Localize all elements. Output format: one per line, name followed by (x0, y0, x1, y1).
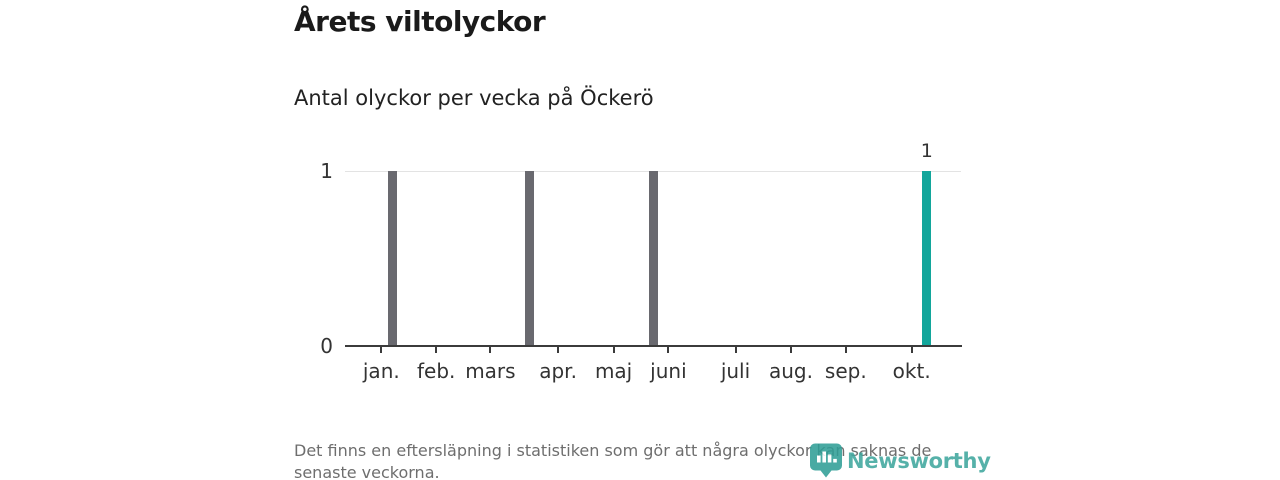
y-axis-tick-label-1: 1 (320, 159, 333, 183)
x-axis: jan. feb. mars apr. maj juni juli aug. sep. okt. (345, 347, 961, 387)
footnote-line-2: senaste veckorna. (294, 463, 440, 480)
x-tick-juli (734, 347, 737, 353)
bar-week-4 (388, 171, 398, 345)
y-axis-tick-label-0: 0 (320, 334, 333, 358)
x-tick-aug (790, 347, 792, 353)
newsworthy-logo-text: Newsworthy (847, 448, 991, 473)
x-label-feb: feb. (416, 359, 456, 383)
newsworthy-logo: Newsworthy (810, 443, 991, 478)
bar-week-43 (922, 171, 932, 345)
x-label-maj: maj (594, 359, 633, 383)
x-label-okt: okt. (892, 359, 931, 383)
x-tick-jan (380, 347, 383, 353)
bar-week-14 (525, 171, 535, 345)
x-tick-apr (557, 347, 560, 353)
x-tick-okt (910, 347, 913, 353)
x-label-juni: juni (650, 359, 687, 383)
chart-title: Årets viltolyckor (294, 5, 546, 38)
chart-subtitle: Antal olyckor per vecka på Öckerö (294, 86, 654, 110)
x-label-sep: sep. (824, 359, 867, 383)
plot-area: 1 (345, 140, 961, 345)
bar-value-label: 1 (920, 140, 933, 162)
newsworthy-logo-icon (810, 443, 842, 478)
footnote-line-1: Det finns en eftersläpning i statistiken… (294, 441, 932, 460)
x-axis-line (345, 345, 962, 347)
bar-week-23 (648, 171, 658, 345)
x-tick-feb (435, 347, 438, 353)
x-label-mars: mars (465, 359, 516, 383)
x-tick-mars (489, 347, 492, 353)
x-label-juli: juli (720, 359, 751, 383)
x-label-aug: aug. (769, 359, 813, 383)
footnote: Det finns en eftersläpning i statistiken… (294, 440, 931, 480)
x-label-jan: jan. (362, 359, 400, 383)
x-tick-sep (844, 347, 847, 353)
x-label-apr: apr. (539, 359, 577, 383)
x-tick-juni (667, 347, 670, 353)
x-tick-maj (612, 347, 615, 353)
